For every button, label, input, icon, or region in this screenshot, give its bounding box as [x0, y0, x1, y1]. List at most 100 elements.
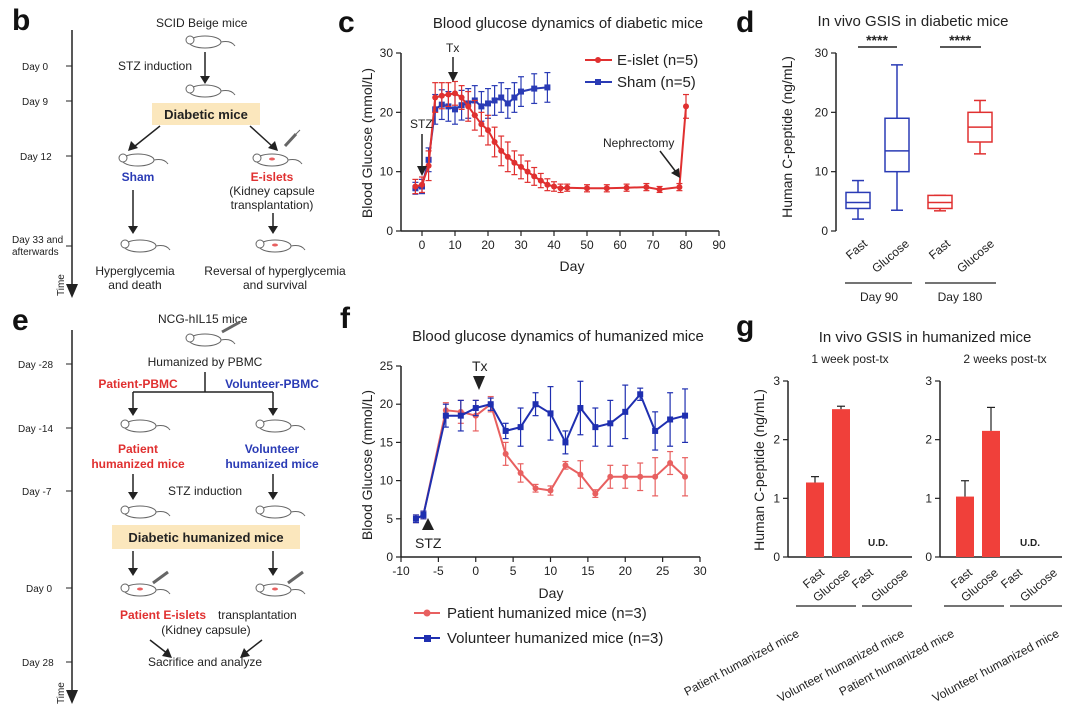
x-tick-label: 10 [544, 564, 558, 578]
panel-d-box-plot: d In vivo GSIS in diabetic mice Human C-… [736, 6, 1008, 304]
data-point [683, 103, 689, 110]
data-point [622, 408, 629, 415]
data-point [485, 127, 491, 134]
syringe-icon [283, 129, 301, 148]
stz-label: STZ [415, 535, 442, 551]
data-point [502, 450, 509, 457]
data-point [502, 427, 509, 434]
legend-patient: Patient humanized mice (n=3) [447, 605, 647, 622]
y-tick-label: 1 [773, 491, 780, 505]
patient-humanized-label: humanized mice [91, 457, 185, 471]
data-point [547, 487, 554, 494]
timeline-arrowhead [66, 690, 78, 704]
group-label-day90: Day 90 [860, 290, 898, 304]
significance-day90: **** [858, 32, 897, 48]
mouse-icon [120, 583, 171, 597]
data-point [524, 168, 531, 175]
data-point [487, 401, 494, 408]
data-point [532, 485, 539, 492]
chart-title: In vivo GSIS in diabetic mice [818, 13, 1009, 30]
legend: Patient humanized mice (n=3) Volunteer h… [414, 605, 663, 647]
mouse-icon [252, 153, 303, 167]
syringe-icon [152, 570, 304, 585]
category-label: Glucose [1017, 565, 1060, 604]
y-tick-label: 10 [380, 474, 394, 488]
mouse-icon [255, 239, 306, 253]
transplantation-label: transplantation [218, 608, 297, 622]
y-tick-label: 2 [773, 433, 780, 447]
data-point [452, 90, 458, 97]
category-label: Fast [926, 236, 953, 262]
stz-induction-label: STZ induction [118, 59, 192, 73]
data-point [637, 473, 644, 480]
y-tick-label: 20 [380, 105, 394, 119]
box [845, 191, 871, 210]
bar [982, 430, 1000, 557]
x-tick-label: 20 [619, 564, 633, 578]
panel-label-f: f [340, 302, 351, 335]
data-point [537, 177, 544, 184]
data-point [412, 515, 419, 522]
x-tick-label: 60 [613, 238, 627, 252]
tx-annotation: Tx [446, 41, 459, 82]
data-point [511, 94, 518, 101]
ud-label: U.D. [868, 538, 888, 549]
data-point [457, 412, 464, 419]
mouse-icon [255, 419, 306, 433]
x-tick-label: 30 [514, 238, 528, 252]
y-tick-label: 3 [773, 374, 780, 388]
significance-stars: **** [866, 32, 888, 48]
tx-annotation: Tx [472, 358, 488, 390]
x-tick-label: 90 [712, 238, 726, 252]
legend-volunteer: Volunteer humanized mice (n=3) [447, 630, 663, 647]
x-tick-label: 5 [510, 564, 517, 578]
panel-c-line-chart: c Blood glucose dynamics of diabetic mic… [338, 6, 726, 274]
panel-f-line-chart: f Blood glucose dynamics of humanized mi… [340, 302, 707, 647]
ud-label: U.D. [1020, 538, 1040, 549]
group-label-day180: Day 180 [938, 290, 983, 304]
day-0-label: Day 0 [26, 584, 53, 595]
data-point [511, 159, 518, 166]
data-point [551, 183, 557, 190]
afterwards-label: afterwards [12, 247, 59, 258]
day-minus28-label: Day -28 [18, 360, 53, 371]
subplot-title: 1 week post-tx [811, 352, 888, 366]
data-point [656, 186, 663, 193]
diabetic-humanized-highlight [112, 525, 300, 549]
data-point [498, 94, 505, 101]
ncg-mice-label: NCG-hIL15 mice [158, 312, 248, 326]
data-point [412, 183, 419, 190]
mouse-icon [120, 505, 171, 519]
x-tick-label: 10 [448, 238, 462, 252]
data-point [432, 94, 439, 101]
y-tick-label: 3 [925, 374, 932, 388]
data-point [682, 473, 689, 480]
data-point [485, 100, 491, 107]
data-point [504, 100, 511, 107]
axes: 0 10 20 30 [815, 46, 837, 238]
data-point [603, 185, 610, 192]
significance-day180: **** [940, 32, 981, 48]
category-label: Glucose [954, 236, 997, 275]
y-tick-label: 0 [386, 550, 393, 564]
y-tick-label: 15 [380, 435, 394, 449]
data-point [584, 185, 590, 192]
data-point [438, 92, 445, 99]
data-point [577, 405, 584, 412]
data-point [419, 181, 425, 188]
y-axis-label: Blood Glucose (mmol/L) [359, 68, 375, 218]
day-0-label: Day 0 [22, 62, 49, 73]
tx-label: Tx [472, 358, 488, 374]
reversal-label: Reversal of hyperglycemia [204, 264, 346, 278]
y-tick-label: 0 [386, 224, 393, 238]
mouse-icon [185, 84, 236, 98]
data-point [557, 185, 564, 192]
data-point [607, 420, 614, 427]
patient-pbmc-label: Patient-PBMC [98, 377, 178, 391]
data-point [491, 97, 498, 104]
category-label: Fast [998, 565, 1025, 591]
y-axis-label: Human C-peptide (ng/mL) [779, 56, 795, 218]
data-point [425, 162, 432, 169]
day-minus7-label: Day -7 [22, 487, 52, 498]
